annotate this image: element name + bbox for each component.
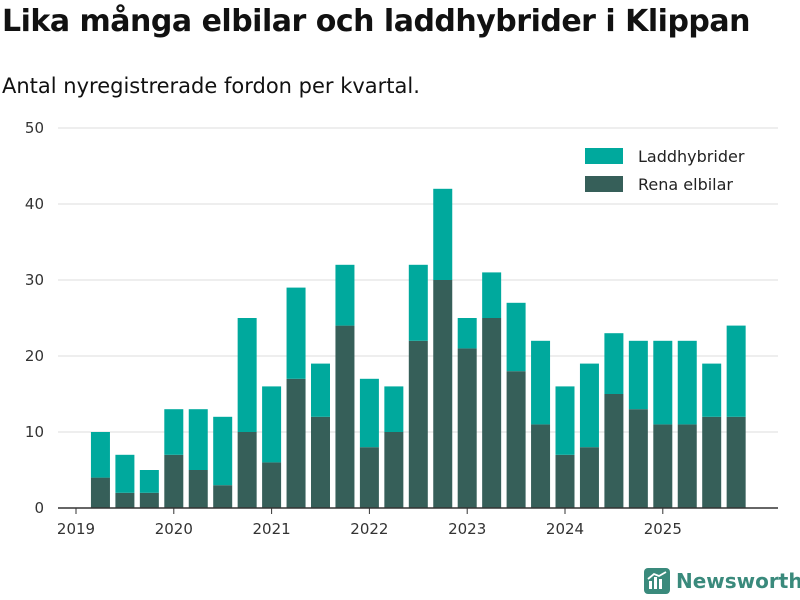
bar-rena-elbilar (604, 394, 624, 508)
bar-rena-elbilar (506, 371, 526, 508)
y-tick-label: 50 (25, 119, 44, 137)
legend-swatch-rena-elbilar (585, 176, 623, 192)
bar-laddhybrider (677, 340, 697, 425)
bar-laddhybrider (384, 386, 404, 432)
bar-rena-elbilar (628, 409, 648, 508)
chart-title: Lika många elbilar och laddhybrider i Kl… (2, 4, 751, 39)
bar-laddhybrider (604, 333, 624, 394)
bar-rena-elbilar (139, 492, 159, 508)
bar-rena-elbilar (262, 462, 282, 508)
bar-laddhybrider (286, 287, 306, 379)
bar-laddhybrider (262, 386, 282, 463)
x-tick-label: 2021 (253, 520, 291, 538)
bar-laddhybrider (90, 432, 110, 478)
y-tick-label: 10 (25, 423, 44, 441)
y-tick-label: 20 (25, 347, 44, 365)
bar-rena-elbilar (115, 492, 135, 508)
brand-name: Newsworthy (676, 569, 800, 593)
x-tick-label: 2025 (644, 520, 682, 538)
legend-label-rena-elbilar: Rena elbilar (638, 175, 733, 194)
bar-rena-elbilar (335, 325, 355, 508)
bar-laddhybrider (237, 318, 257, 432)
bar-rena-elbilar (286, 378, 306, 508)
bar-rena-elbilar (531, 424, 551, 508)
bar-laddhybrider (531, 340, 551, 425)
bar-rena-elbilar (188, 470, 208, 508)
bar-rena-elbilar (90, 477, 110, 508)
bar-laddhybrider (433, 188, 453, 280)
x-tick-label: 2020 (155, 520, 193, 538)
x-tick-label: 2019 (57, 520, 95, 538)
bar-rena-elbilar (702, 416, 722, 508)
bar-laddhybrider (311, 363, 330, 417)
bar-laddhybrider (506, 302, 526, 372)
bar-laddhybrider (653, 340, 673, 425)
y-tick-label: 40 (25, 195, 44, 213)
bar-rena-elbilar (457, 348, 477, 508)
x-tick-label: 2024 (546, 520, 584, 538)
bar-laddhybrider (213, 416, 233, 486)
bar-rena-elbilar (213, 485, 233, 508)
bar-rena-elbilar (408, 340, 428, 508)
chart-subtitle: Antal nyregistrerade fordon per kvartal. (2, 74, 420, 98)
bar-laddhybrider (188, 409, 208, 470)
newsworthy-logo-icon (644, 568, 670, 594)
bar-rena-elbilar (237, 432, 257, 508)
bars (90, 188, 746, 508)
y-tick-label: 0 (34, 499, 44, 517)
legend: Laddhybrider Rena elbilar (585, 147, 745, 194)
bar-laddhybrider (457, 318, 477, 349)
x-tick-label: 2022 (350, 520, 388, 538)
bar-laddhybrider (335, 264, 355, 326)
brand-logo: Newsworthy (644, 568, 800, 594)
bar-rena-elbilar (555, 454, 575, 508)
bar-rena-elbilar (433, 280, 453, 508)
bar-rena-elbilar (164, 454, 184, 508)
bar-laddhybrider (164, 409, 184, 455)
bar-laddhybrider (555, 386, 575, 455)
bar-rena-elbilar (726, 416, 746, 508)
bar-laddhybrider (408, 264, 428, 341)
bar-laddhybrider (482, 272, 502, 318)
axes: 0 10 20 30 40 50 2019 2020 2021 2022 2023 2024 2025 (25, 119, 778, 538)
bar-rena-elbilar (384, 432, 404, 508)
bar-rena-elbilar (359, 447, 379, 508)
bar-rena-elbilar (579, 447, 599, 508)
bar-rena-elbilar (653, 424, 673, 508)
bar-rena-elbilar (677, 424, 697, 508)
bar-rena-elbilar (311, 416, 330, 508)
bar-laddhybrider (702, 363, 722, 417)
bar-laddhybrider (726, 325, 746, 417)
bar-laddhybrider (628, 340, 648, 410)
y-tick-label: 30 (25, 271, 44, 289)
bar-laddhybrider (359, 378, 379, 448)
x-tick-label: 2023 (448, 520, 486, 538)
legend-label-laddhybrider: Laddhybrider (638, 147, 745, 166)
bar-laddhybrider (115, 454, 135, 493)
bar-rena-elbilar (482, 318, 502, 508)
bar-laddhybrider (579, 363, 599, 448)
bar-laddhybrider (139, 470, 159, 493)
legend-swatch-laddhybrider (585, 148, 623, 164)
